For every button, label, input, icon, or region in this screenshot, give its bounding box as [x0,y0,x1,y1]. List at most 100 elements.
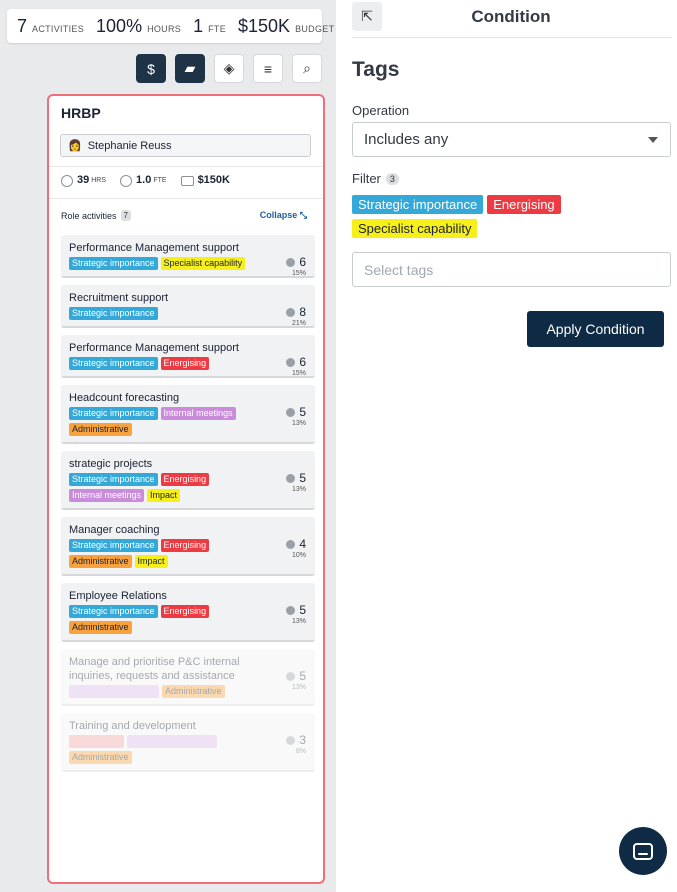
filter-count: 3 [385,172,399,185]
filter-icon: ≡ [263,60,273,77]
layers-toggle-button[interactable]: ◈ [214,54,244,83]
activity-hours: 6 [286,255,306,269]
activity-tags: Strategic importance Energising Internal m… [69,473,269,502]
selected-tags: Strategic importance Energising Specialist… [352,195,652,238]
activity-hours: 5 [286,405,306,419]
activity-card[interactable]: Manage and prioritise P&C internal inqui… [61,649,315,706]
activity-percent: 13% [291,420,306,427]
card-divider [49,166,323,167]
activity-hours: 5 [286,669,306,683]
activity-card[interactable]: Headcount forecasting Strategic importanc… [61,385,315,444]
search-toggle-button[interactable]: ⌕ [292,54,322,83]
clock-icon [286,357,296,367]
activity-card[interactable]: Employee Relations Strategic importance En… [61,583,315,642]
operation-select[interactable]: Includes any [352,122,671,157]
tag-chip: Energising [160,473,210,486]
tag-icon: ▰ [184,60,196,76]
dollar-icon: $ [147,60,155,77]
tag-chip: Administrative [162,685,225,698]
tag-chip: Administrative [69,423,132,436]
clock-icon [286,307,296,317]
operation-value: Includes any [364,131,449,148]
activity-tags: Strategic importance [69,307,269,320]
clock-icon [286,605,296,615]
collapse-label: Collapse [259,210,298,220]
tag-chip [69,685,159,698]
hours-total: 100% [96,16,143,36]
activity-percent: 13% [291,486,306,493]
activity-hours: 3 [286,733,306,747]
selected-tag-chip[interactable]: Strategic importance [352,195,484,214]
hours-unit: HOURS [147,24,182,34]
activity-tags: Administrative [69,685,269,698]
activity-card[interactable]: Manager coaching Strategic importance Ener… [61,517,315,576]
selected-tag-chip[interactable]: Specialist capability [352,219,478,238]
dollar-toggle-button[interactable]: $ [136,54,166,83]
tag-toggle-button[interactable]: ▰ [175,54,205,83]
activity-percent: 8% [295,748,306,755]
tag-chip: Specialist capability [160,257,246,270]
person-chip[interactable]: 👩 Stephanie Reuss [60,134,311,157]
activity-card[interactable]: strategic projects Strategic importance En… [61,451,315,510]
tag-chip: Administrative [69,621,132,634]
person-avatar-icon: 👩 [68,140,82,152]
tag-chip: Strategic importance [69,539,158,552]
tag-chip: Administrative [69,555,132,568]
activity-name: strategic projects [69,458,153,470]
activity-hours-value: 6 [299,355,306,369]
role-title: HRBP [61,105,101,121]
card-divider [49,198,323,199]
select-tags-input[interactable] [352,252,671,287]
role-stats: 39 HRS 1.0 FTE $150K [61,174,244,187]
expand-back-button[interactable]: ⇱ [352,2,382,31]
clock-icon [286,735,296,745]
activity-tags: Administrative [69,735,269,764]
activity-tags: Strategic importance Specialist capabilit… [69,257,269,270]
summary-bar: 7 ACTIVITIES 100% HOURS 1 FTE $150K BUDG… [7,9,334,43]
activity-hours: 5 [286,471,306,485]
activity-percent: 21% [291,320,306,327]
activity-list: Performance Management support Strategic … [61,235,315,779]
arrow-up-left-icon: ⇱ [361,8,373,24]
clock-icon [286,539,296,549]
activity-card[interactable]: Recruitment support Strategic importance 8… [61,285,315,328]
filter-toggle-button[interactable]: ≡ [253,54,283,83]
activities-unit: ACTIVITIES [32,24,85,34]
activity-name: Recruitment support [69,292,169,304]
activities-count: 7 [17,16,28,36]
activity-hours-value: 6 [299,255,306,269]
tag-chip: Impact [134,555,168,568]
activity-hours-value: 5 [299,603,306,617]
caret-down-icon [648,137,658,143]
activity-name: Performance Management support [69,342,239,354]
activity-percent: 13% [291,618,306,625]
activity-tags: Strategic importance Energising [69,357,269,370]
fte-total: 1 [193,16,204,36]
activity-hours: 5 [286,603,306,617]
tag-chip [127,735,217,748]
panel-title: Condition [471,7,551,26]
tag-chip: Strategic importance [69,257,158,270]
tag-chip: Strategic importance [69,605,158,618]
activity-card[interactable]: Performance Management support Strategic … [61,335,315,378]
activity-percent: 13% [291,684,306,691]
selected-tag-chip[interactable]: Energising [487,195,561,214]
activity-card[interactable]: Performance Management support Strategic … [61,235,315,278]
search-icon: ⌕ [303,60,311,76]
collapse-button[interactable]: Collapse ⤡ [260,210,307,221]
activity-name: Employee Relations [69,590,167,602]
budget-unit: BUDGET [295,24,335,34]
activity-percent: 15% [291,270,306,277]
apply-condition-button[interactable]: Apply Condition [527,311,664,347]
layers-icon: ◈ [223,60,235,76]
filter-label-text: Filter [352,171,381,186]
clock-icon [286,473,296,483]
activity-hours-value: 5 [299,669,306,683]
condition-panel: ⇱ Condition Tags Operation Includes any … [336,0,677,892]
tag-chip: Strategic importance [69,407,158,420]
tag-chip: Administrative [69,751,132,764]
role-card[interactable]: HRBP 👩 Stephanie Reuss 39 HRS 1.0 FTE $1… [47,94,325,884]
role-canvas: 7 ACTIVITIES 100% HOURS 1 FTE $150K BUDG… [0,0,336,892]
chat-launcher-button[interactable] [619,827,667,875]
activity-card[interactable]: Training and development Administrative 3… [61,713,315,772]
